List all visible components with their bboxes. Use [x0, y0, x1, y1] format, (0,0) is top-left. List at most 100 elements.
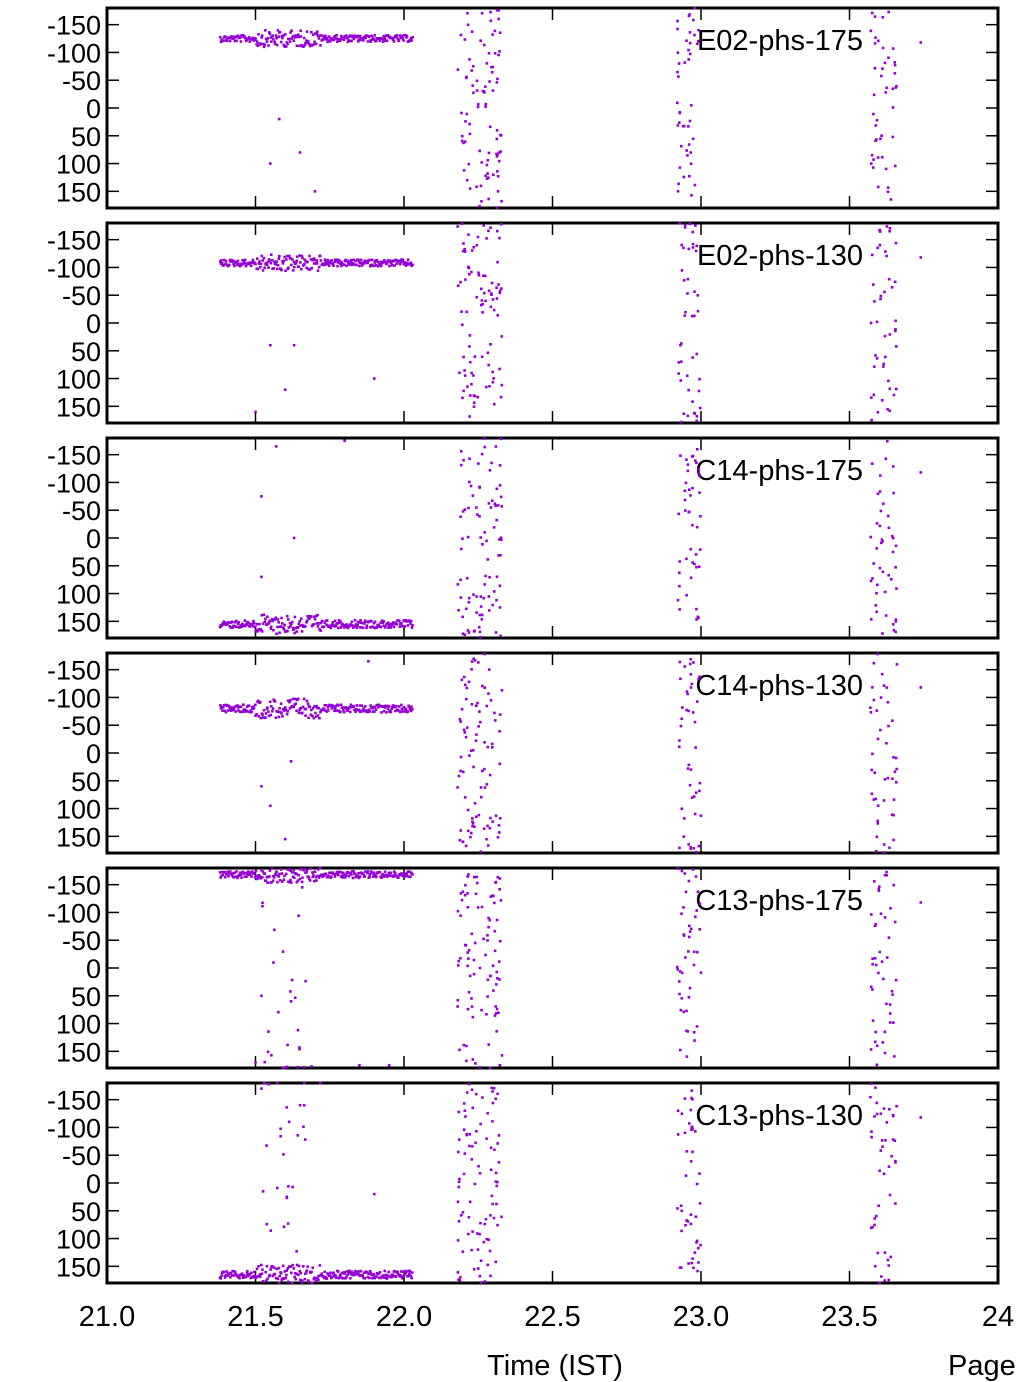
data-point	[286, 1043, 289, 1047]
data-point	[229, 709, 233, 712]
data-point	[317, 265, 321, 269]
data-point	[366, 1275, 370, 1279]
data-point	[486, 824, 489, 828]
data-point	[893, 280, 897, 284]
data-point	[295, 630, 299, 633]
data-point	[882, 684, 886, 687]
data-point	[350, 258, 353, 262]
data-point	[499, 150, 502, 153]
data-point	[290, 620, 294, 624]
data-point	[477, 725, 480, 728]
data-point	[387, 260, 390, 263]
data-point	[296, 697, 300, 701]
data-point	[243, 708, 247, 711]
data-point	[494, 1260, 498, 1264]
data-point	[275, 260, 279, 263]
data-point	[260, 34, 264, 37]
data-point	[883, 916, 887, 919]
data-point	[273, 699, 277, 703]
data-point	[680, 1229, 683, 1233]
data-point	[261, 904, 264, 908]
data-point	[383, 37, 387, 40]
data-point	[687, 763, 691, 767]
data-point	[295, 709, 298, 713]
data-point	[486, 995, 489, 998]
data-point	[292, 705, 296, 709]
data-point	[374, 39, 378, 43]
data-point	[919, 901, 923, 904]
y-tick-label: 150	[56, 392, 101, 422]
data-point	[676, 598, 680, 602]
data-point	[498, 729, 501, 733]
data-point	[480, 769, 484, 773]
data-point	[366, 1270, 369, 1274]
data-point	[295, 872, 299, 876]
data-point	[221, 706, 225, 709]
data-point	[242, 708, 246, 712]
data-point	[390, 263, 394, 267]
data-point	[684, 1223, 687, 1227]
data-point	[300, 254, 304, 258]
y-tick-label: 50	[71, 337, 101, 367]
data-point	[396, 1270, 399, 1274]
data-point	[282, 627, 286, 631]
data-point	[245, 623, 249, 626]
data-point	[236, 704, 239, 707]
data-point	[489, 506, 493, 509]
data-point	[470, 371, 473, 375]
data-point	[299, 867, 303, 871]
data-point	[458, 371, 461, 375]
data-point	[687, 950, 690, 953]
data-point	[255, 1267, 259, 1271]
data-point	[691, 400, 694, 403]
data-point	[869, 618, 873, 621]
data-point	[350, 870, 354, 873]
data-point	[471, 1230, 474, 1233]
data-point	[345, 874, 348, 877]
data-point	[369, 626, 372, 629]
data-point	[495, 129, 499, 132]
data-point	[292, 265, 296, 269]
data-point	[247, 35, 251, 39]
data-point	[885, 1002, 888, 1006]
data-point	[492, 377, 495, 380]
data-point	[271, 1264, 274, 1268]
data-point	[875, 118, 879, 122]
data-point	[230, 258, 233, 262]
data-point	[307, 875, 311, 879]
data-point	[405, 619, 409, 623]
data-point	[358, 264, 361, 268]
data-point	[394, 1275, 398, 1278]
data-point	[466, 23, 470, 27]
data-point	[405, 1270, 408, 1273]
y-tick-label: -150	[47, 1086, 101, 1116]
data-point	[269, 343, 272, 347]
data-point	[220, 705, 224, 709]
data-point	[368, 875, 371, 879]
data-point	[694, 553, 698, 556]
data-point	[467, 680, 471, 684]
data-point	[373, 620, 377, 624]
data-point	[261, 259, 265, 262]
data-point	[478, 1066, 482, 1069]
data-point	[870, 768, 874, 772]
data-point	[352, 1273, 355, 1277]
data-point	[495, 155, 499, 158]
data-point	[261, 901, 264, 905]
data-point	[305, 621, 308, 624]
data-point	[313, 617, 317, 621]
data-point	[478, 486, 481, 489]
data-point	[248, 625, 252, 628]
data-point	[372, 705, 375, 709]
data-point	[395, 262, 398, 266]
data-point	[361, 39, 365, 42]
data-point	[693, 720, 697, 724]
y-tick-label: -150	[47, 656, 101, 686]
data-point	[869, 913, 873, 916]
data-point	[342, 38, 346, 41]
data-point	[383, 706, 387, 709]
data-point	[462, 1172, 466, 1176]
data-point	[373, 1192, 376, 1196]
data-point	[887, 277, 891, 281]
data-point	[691, 454, 695, 458]
